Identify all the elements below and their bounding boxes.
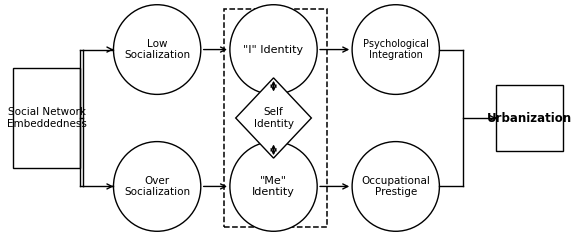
Text: Over
Socialization: Over Socialization <box>124 176 190 197</box>
Text: Low
Socialization: Low Socialization <box>124 39 190 60</box>
Ellipse shape <box>113 142 201 231</box>
Text: Self
Identity: Self Identity <box>254 107 293 129</box>
Text: Urbanization: Urbanization <box>487 111 572 125</box>
Polygon shape <box>236 78 311 158</box>
Bar <box>13 68 80 168</box>
Bar <box>496 85 563 151</box>
Text: Social Network
Embeddedness: Social Network Embeddedness <box>6 107 87 129</box>
Ellipse shape <box>230 5 317 94</box>
Ellipse shape <box>113 5 201 94</box>
Ellipse shape <box>352 142 439 231</box>
Bar <box>224 9 327 227</box>
Text: "Me"
Identity: "Me" Identity <box>252 176 295 197</box>
Ellipse shape <box>230 142 317 231</box>
Text: Psychological
Integration: Psychological Integration <box>363 39 429 60</box>
Ellipse shape <box>352 5 439 94</box>
Text: Occupational
Prestige: Occupational Prestige <box>361 176 430 197</box>
Text: "I" Identity: "I" Identity <box>243 45 304 55</box>
